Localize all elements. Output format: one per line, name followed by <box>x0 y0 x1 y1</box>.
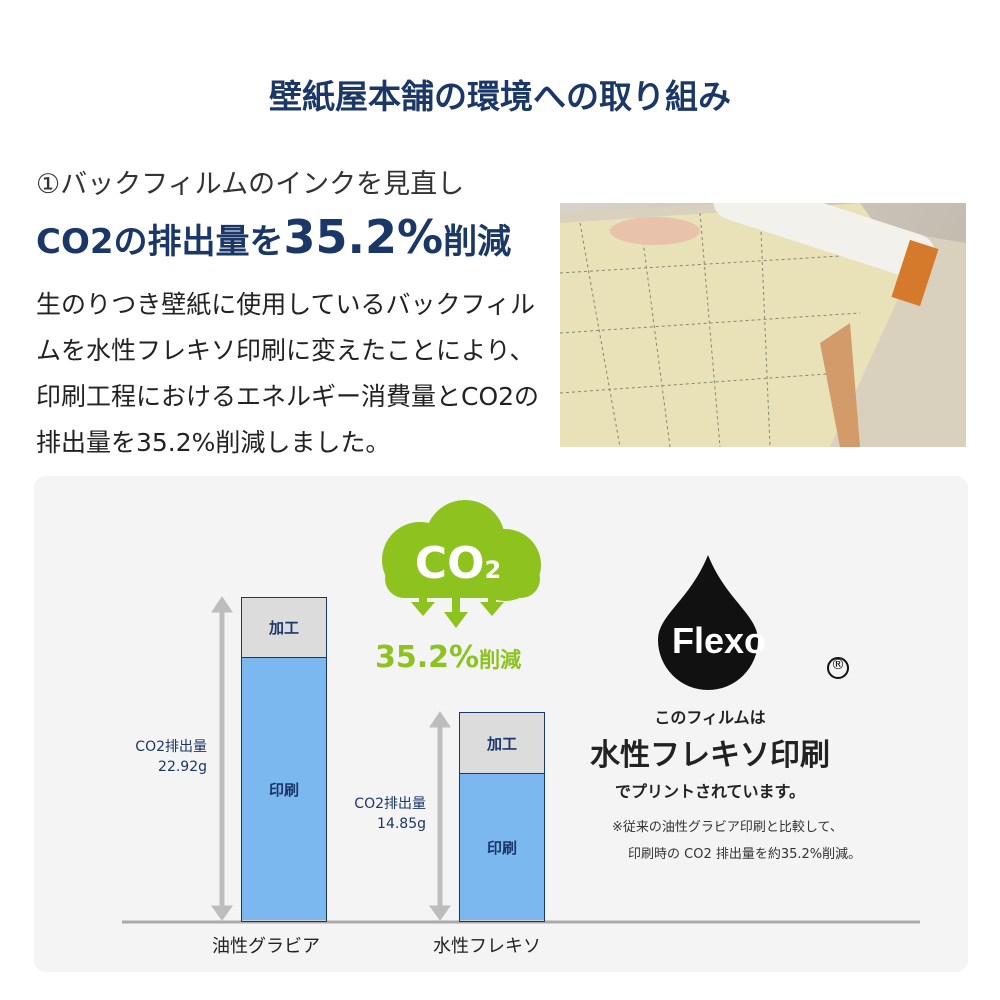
desc-line-1: このフィルムは <box>654 708 766 727</box>
down-arrows-icon <box>411 590 504 628</box>
bar-segment-processing: 加工 <box>460 713 544 774</box>
headline: CO2の排出量を35.2%削減 <box>36 210 511 264</box>
page-title: 壁紙屋本舗の環境への取り組み <box>269 77 731 116</box>
body-text: 生のりつき壁紙に使用しているバックフィルムを水性フレキソ印刷に変えたことにより、… <box>36 290 540 457</box>
logo-text: Flexo <box>672 620 767 661</box>
flexo-drop-logo <box>658 555 849 690</box>
reduction-suffix: 削減 <box>479 648 522 672</box>
desc-line-3: でプリントされています。 <box>615 782 805 801</box>
note-line-1: ※従来の油性グラビア印刷と比較して、 <box>612 820 843 835</box>
headline-pre: CO2の排出量を <box>36 222 284 262</box>
bar-value-label-1: CO2排出量 22.92g <box>100 737 207 777</box>
bar-gravure: 加工 印刷 <box>241 597 327 922</box>
category-label-2: 水性フレキソ <box>433 936 541 957</box>
wallpaper-roll-photo <box>560 203 966 447</box>
reduction-value: 35.2% <box>375 640 480 675</box>
category-label-1: 油性グラビア <box>212 936 320 957</box>
section-subtitle: ①バックフィルムのインクを見直し <box>36 169 465 200</box>
value-number: 22.92g <box>158 759 207 775</box>
desc-line-2: 水性フレキソ印刷 <box>590 738 830 773</box>
height-arrow-2 <box>429 711 451 921</box>
value-number: 14.85g <box>377 816 426 832</box>
bar-segment-printing: 印刷 <box>242 658 326 920</box>
bar-segment-printing: 印刷 <box>460 774 544 920</box>
bar-value-label-2: CO2排出量 14.85g <box>318 794 426 834</box>
bar-segment-processing: 加工 <box>242 598 326 658</box>
value-label: CO2排出量 <box>135 739 207 755</box>
reduction-label: 35.2%削減 <box>375 640 521 675</box>
registered-mark: ® <box>831 657 845 673</box>
flexo-logo-text: Flexo <box>672 620 766 662</box>
cloud-co: CO <box>414 538 485 589</box>
cloud-sub: 2 <box>484 556 502 584</box>
note-line-2: 印刷時の CO2 排出量を約35.2%削減。 <box>628 847 862 862</box>
bar-flexo: 加工 印刷 <box>459 712 545 922</box>
product-photo <box>560 203 966 447</box>
value-label: CO2排出量 <box>354 796 426 812</box>
headline-value: 35.2% <box>283 210 444 264</box>
cloud-label: CO2 <box>388 538 528 589</box>
headline-post: 削減 <box>443 222 512 262</box>
height-arrow-1 <box>211 596 233 921</box>
cloud-icon <box>382 500 541 601</box>
